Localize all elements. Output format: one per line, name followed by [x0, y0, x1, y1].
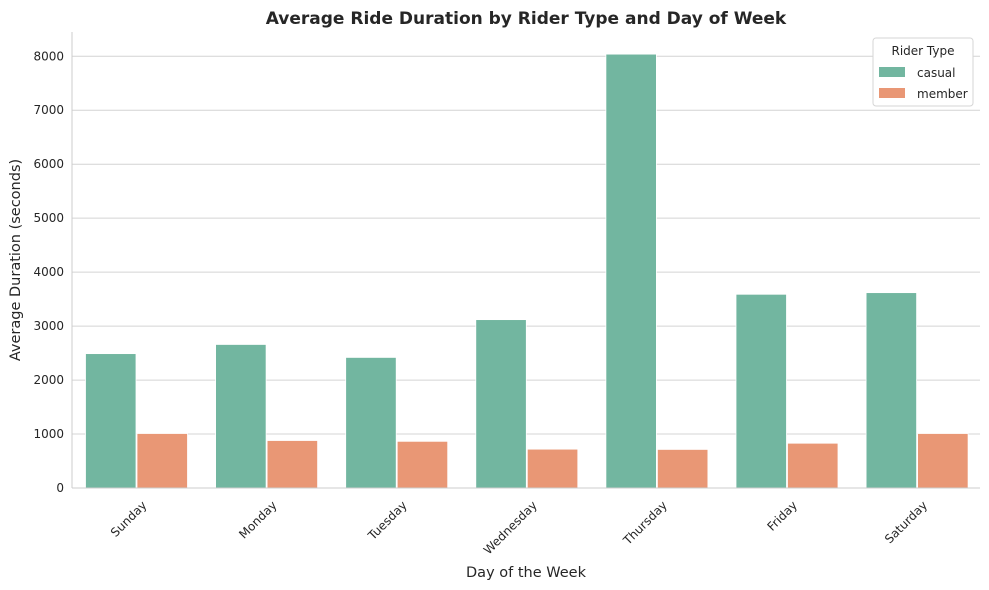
bar-member-saturday [917, 433, 969, 489]
bar-casual-friday [735, 293, 787, 489]
legend-label-member: member [917, 87, 968, 101]
bar-casual-thursday [605, 53, 657, 489]
y-tick-label: 4000 [33, 265, 64, 279]
x-tick-label: Tuesday [365, 498, 410, 543]
axes [71, 32, 980, 489]
bar-member-monday [266, 440, 319, 489]
bar-member-sunday [136, 433, 188, 489]
chart-title: Average Ride Duration by Rider Type and … [266, 9, 787, 29]
bar-member-friday [787, 442, 839, 489]
bar-casual-saturday [865, 292, 917, 489]
x-tick-label: Monday [236, 498, 279, 541]
bars [85, 53, 969, 489]
y-tick-label: 5000 [33, 211, 64, 225]
legend: Rider Type casual member [872, 37, 974, 107]
bar-casual-monday [215, 344, 267, 489]
x-tick-label: Thursday [620, 498, 670, 548]
y-tick-label: 7000 [33, 103, 64, 117]
x-tick-label: Friday [764, 498, 800, 534]
y-tick-label: 3000 [33, 319, 64, 333]
legend-label-casual: casual [917, 66, 956, 80]
y-tick-label: 0 [56, 481, 64, 495]
x-tick-label: Saturday [882, 498, 930, 546]
bar-member-tuesday [396, 440, 449, 489]
legend-swatch-casual [879, 67, 905, 77]
legend-title: Rider Type [892, 44, 955, 58]
y-tick-label: 6000 [33, 157, 64, 171]
x-axis-label: Day of the Week [466, 565, 587, 581]
bar-casual-wednesday [475, 319, 527, 489]
y-tick-label: 8000 [33, 49, 64, 63]
bar-member-thursday [657, 449, 709, 489]
x-tick-label: Sunday [108, 498, 150, 540]
y-axis-label: Average Duration (seconds) [8, 159, 24, 361]
y-tick-labels: 0 1000 2000 3000 4000 5000 6000 7000 8000 [33, 49, 64, 495]
legend-swatch-member [879, 88, 905, 98]
x-tick-label: Wednesday [481, 498, 540, 557]
bar-casual-tuesday [345, 357, 397, 489]
bar-member-wednesday [526, 448, 579, 489]
bar-casual-sunday [85, 353, 137, 489]
y-tick-label: 1000 [33, 427, 64, 441]
x-tick-labels: Sunday Monday Tuesday Wednesday Thursday Frid… [108, 498, 930, 557]
y-tick-label: 2000 [33, 373, 64, 387]
